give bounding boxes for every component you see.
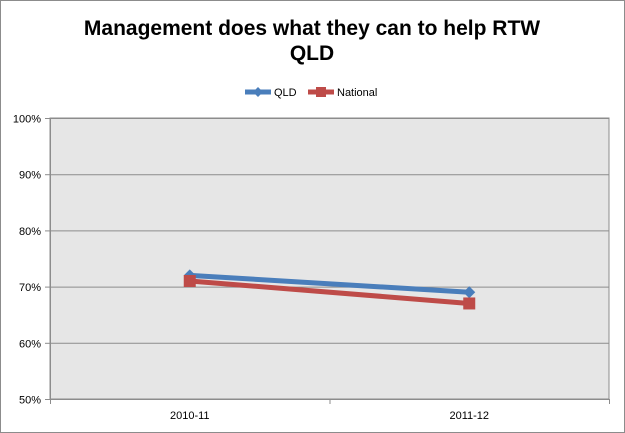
legend-marker-qld — [253, 87, 263, 97]
series-line-qld — [187, 272, 472, 295]
legend-marker-national — [316, 87, 326, 97]
data-point-qld — [463, 286, 476, 299]
plot-area: 50% 60% 70% 80% 90% 100% 2010-11 2011-12 — [13, 114, 610, 422]
y-tick-label: 60% — [19, 338, 41, 350]
y-tick-label: 70% — [19, 282, 41, 294]
series-line-national — [187, 278, 472, 306]
chart-title: Management does what they can to help RT… — [84, 17, 540, 40]
data-point-national — [183, 274, 196, 287]
chart-subtitle: QLD — [290, 42, 334, 65]
chart-legend: QLD National — [245, 87, 377, 99]
data-point-national — [463, 297, 476, 310]
plot-background — [49, 117, 610, 400]
legend-label-national: National — [337, 87, 377, 99]
y-tick-label: 100% — [13, 114, 41, 126]
x-tick-label: 2010-11 — [170, 410, 210, 422]
y-tick-label: 50% — [19, 395, 41, 407]
y-tick-label: 80% — [19, 226, 41, 238]
legend-label-qld: QLD — [274, 87, 297, 99]
y-tick-label: 90% — [19, 170, 41, 182]
x-tick-label: 2011-12 — [449, 410, 489, 422]
